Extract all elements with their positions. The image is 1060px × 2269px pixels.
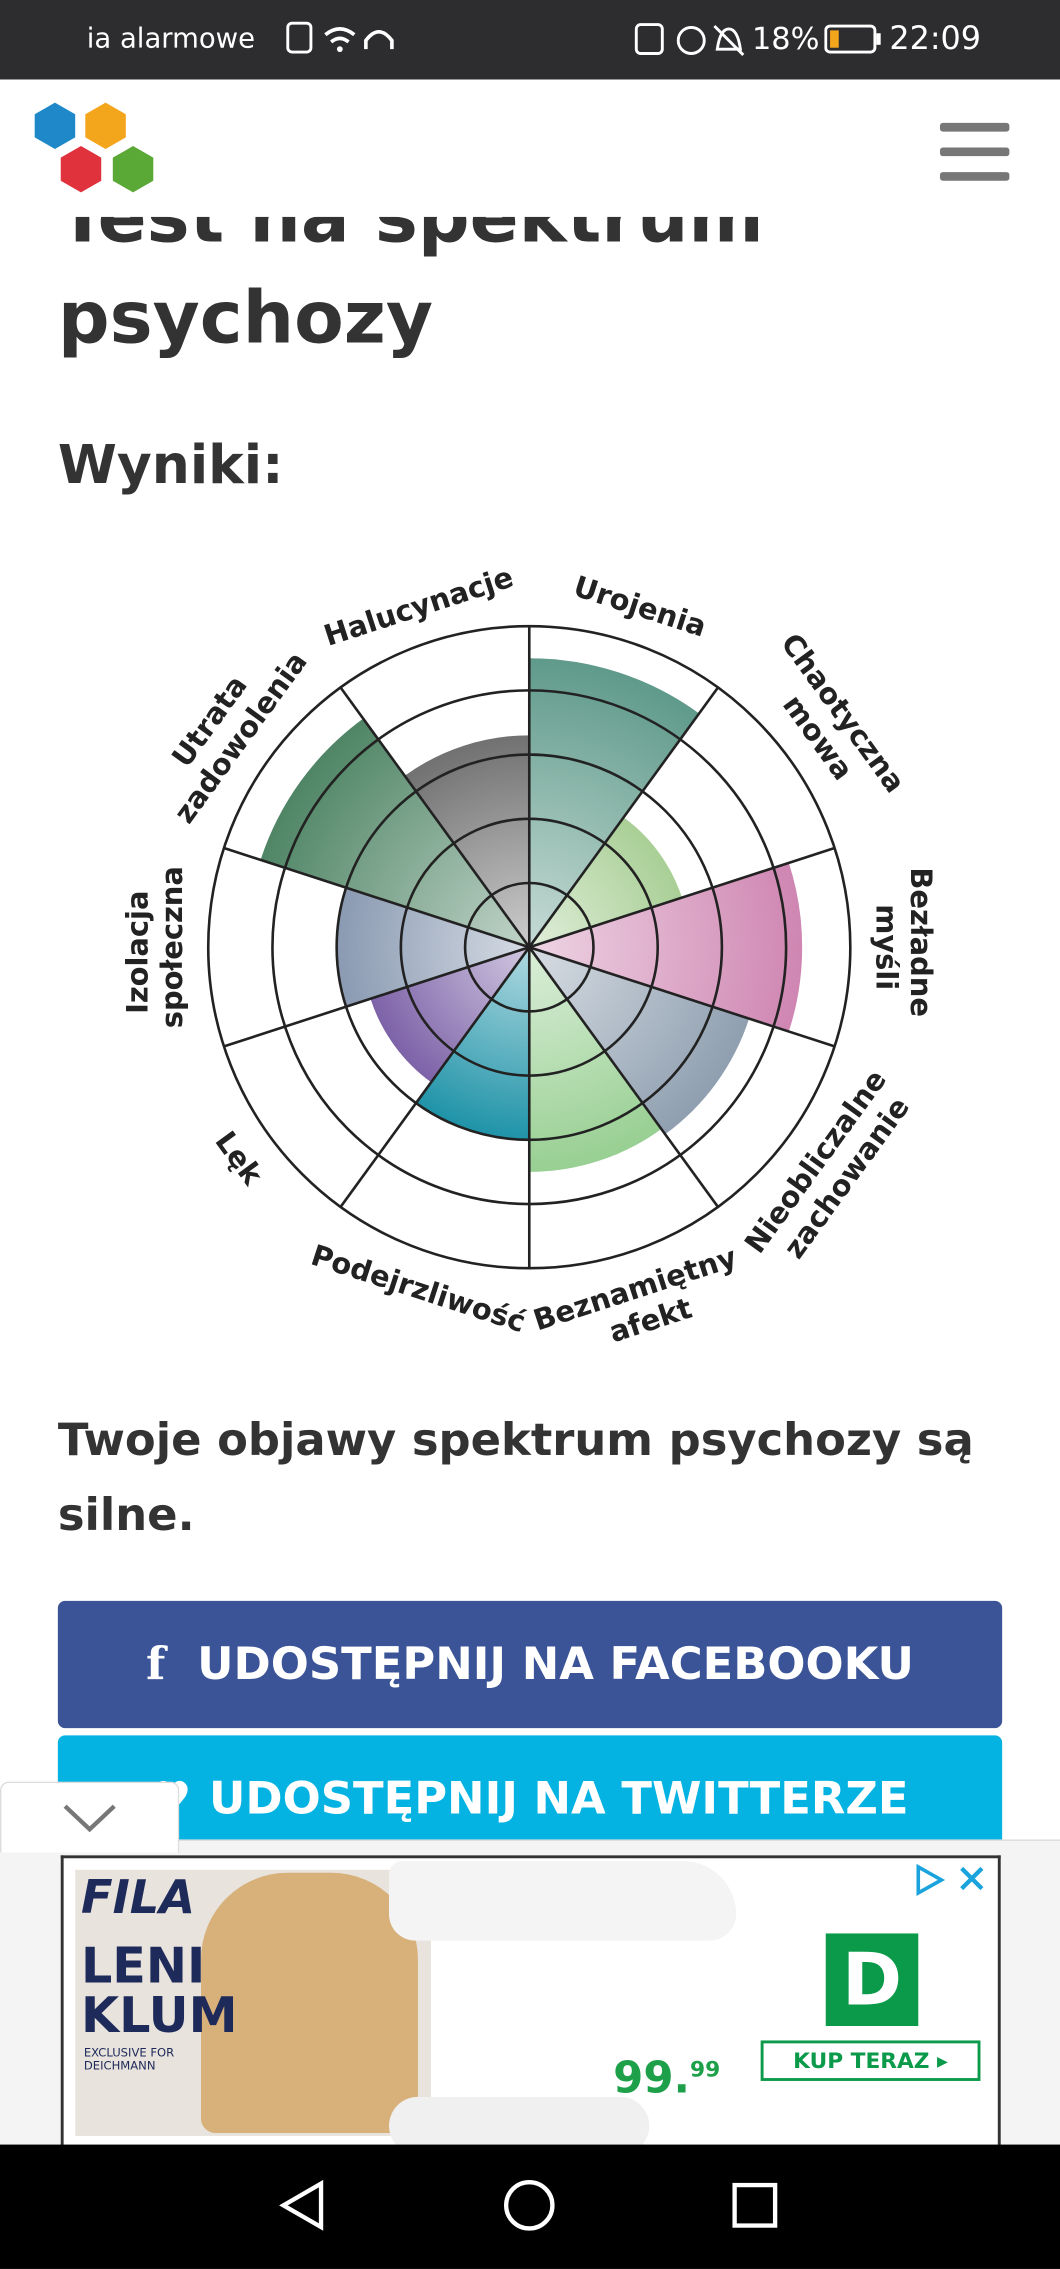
ad-person — [201, 1872, 418, 2134]
ad-price-main: 99. — [613, 2053, 691, 2105]
status-icons — [286, 21, 394, 54]
spoke — [528, 945, 836, 1048]
back-button[interactable] — [279, 2179, 324, 2231]
ad-controls[interactable] — [910, 1861, 991, 1899]
category-label: Chaotyczna mowa — [746, 627, 918, 828]
spoke — [528, 846, 836, 949]
twitter-label: UDOSTĘPNIJ NA TWITTERZE — [208, 1772, 909, 1825]
result-text: Twoje objawy spektrum psychozy są silne. — [57, 1414, 974, 1542]
facebook-share-button[interactable]: f UDOSTĘPNIJ NA FACEBOOKU — [57, 1600, 1003, 1729]
logo[interactable] — [34, 102, 154, 193]
spoke — [223, 945, 530, 1048]
ad-banner[interactable]: FILA LENI KLUM EXCLUSIVE FOR DEICHMANN 99… — [60, 1855, 1001, 2148]
sector — [529, 862, 803, 1032]
sector — [529, 658, 700, 948]
ad-shoe — [389, 1861, 737, 1941]
ad-price: 99.99 — [613, 2053, 720, 2104]
sector — [529, 817, 682, 948]
status-bar: ia alarmowe 18% 22:09 — [0, 0, 1060, 80]
ad-cta[interactable]: KUP TERAZ ▸ — [760, 2040, 981, 2081]
category-label: Podejrzliwość — [307, 1238, 530, 1339]
ad-brand: FILA — [80, 1869, 196, 1925]
category-label: Nieobliczalne zachowanie — [738, 1055, 927, 1280]
collapse-ad-tab[interactable] — [0, 1781, 180, 1853]
home-button[interactable] — [503, 2180, 555, 2231]
header-graphics — [34, 102, 1010, 193]
ad-model-2: KLUM — [80, 1986, 238, 2045]
category-label: Utrata zadowolenia — [139, 625, 314, 830]
ad-price-cents: 99 — [690, 2056, 721, 2083]
battery-icon — [824, 24, 881, 54]
spoke — [339, 686, 531, 948]
status-icons-right — [634, 23, 745, 56]
ad-area: FILA LENI KLUM EXCLUSIVE FOR DEICHMANN 99… — [0, 1839, 1060, 2148]
results-heading: Wyniki: — [57, 433, 284, 497]
category-label: Izolacja społeczna — [121, 866, 190, 1028]
spoke — [339, 946, 531, 1208]
site-header — [0, 79, 1060, 217]
ad-model: LENI KLUM — [81, 1942, 238, 2040]
notification: ia alarmowe — [86, 23, 256, 55]
battery-level: 18% — [751, 21, 820, 57]
ad-note: EXCLUSIVE FOR DEICHMANN — [83, 2046, 175, 2073]
clock: 22:09 — [889, 21, 982, 58]
ad-model-1: LENI — [80, 1937, 206, 1996]
ad-shoe-2 — [389, 2096, 650, 2148]
sector — [404, 735, 530, 948]
sector — [260, 718, 530, 948]
sector — [416, 947, 530, 1140]
category-label: Bezładne myśli — [869, 867, 938, 1027]
facebook-label: UDOSTĘPNIJ NA FACEBOOKU — [197, 1638, 914, 1691]
nav-icons — [279, 2179, 778, 2231]
category-label: Beznamiętny afekt — [529, 1237, 761, 1360]
sector — [336, 887, 530, 1007]
chevron — [63, 1804, 116, 1833]
ad-store-logo: D — [825, 1933, 919, 2027]
facebook-icon: f — [146, 1638, 166, 1691]
spoke — [528, 686, 720, 948]
navigation-bar — [0, 2144, 1060, 2269]
sector — [370, 947, 530, 1083]
spoke — [223, 846, 530, 949]
category-label: Halucynacje — [320, 560, 518, 653]
category-label: Lęk — [208, 1125, 270, 1192]
recents-button[interactable] — [732, 2182, 778, 2228]
spoke — [528, 946, 720, 1208]
menu-button[interactable] — [939, 122, 1010, 181]
sector — [529, 947, 750, 1135]
